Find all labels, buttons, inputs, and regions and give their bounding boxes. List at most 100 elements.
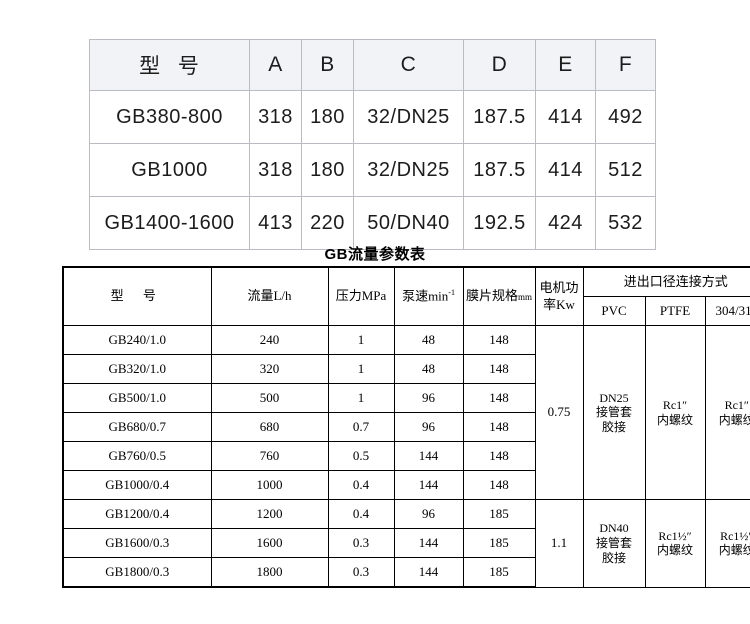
flow-cell-pressure: 1 [327, 354, 395, 384]
flow-cell-motor-power: 0.75 [534, 325, 584, 500]
flow-cell-speed: 144 [393, 557, 464, 588]
dimension-cell-e: 424 [535, 196, 596, 250]
dimension-table-header-row: 型 号 A B C D E F [89, 39, 656, 91]
flow-cell-pvc: DN25 接管套 胶接 [582, 325, 646, 500]
pvc-line-3: 胶接 [602, 419, 627, 434]
ptfe-line-1: Rc1½″ [658, 528, 692, 543]
dimension-cell-f: 532 [595, 196, 656, 250]
pump-speed-exponent: -1 [448, 288, 455, 298]
ss-line-1: Rc1½″ [720, 528, 750, 543]
flow-cell-flow: 1800 [210, 557, 329, 588]
flow-cell-model: GB240/1.0 [61, 325, 212, 355]
flow-cell-pressure: 0.3 [327, 557, 395, 588]
dimension-cell-model: GB380-800 [89, 90, 250, 144]
flow-cell-ss: Rc1″ 内螺纹 [704, 325, 750, 500]
flow-header-row-1: 型 号 流量L/h 压力MPa 泵速min-1 膜片规格mm 电机功率Kw 进出… [61, 266, 750, 326]
flow-cell-model: GB680/0.7 [61, 412, 212, 442]
flow-cell-ptfe: Rc1½″ 内螺纹 [644, 499, 706, 588]
flow-cell-pvc: DN40 接管套 胶接 [582, 499, 646, 588]
flow-header-flow: 流量L/h [210, 266, 329, 326]
flow-cell-speed: 144 [393, 528, 464, 558]
flow-cell-speed: 96 [393, 412, 464, 442]
table-row: GB1000/0.4 1000 0.4 144 148 [61, 470, 750, 500]
flow-cell-diaphragm: 148 [462, 383, 536, 413]
dimension-header-d: D [463, 39, 536, 91]
dimension-cell-b: 220 [301, 196, 354, 250]
dimension-header-b: B [301, 39, 354, 91]
ptfe-line-2: 内螺纹 [657, 412, 694, 427]
flow-cell-flow: 1200 [210, 499, 329, 529]
flow-cell-diaphragm: 185 [462, 499, 536, 529]
flow-cell-pressure: 1 [327, 383, 395, 413]
dimension-cell-d: 192.5 [463, 196, 536, 250]
flow-cell-flow: 320 [210, 354, 329, 384]
dimension-cell-a: 318 [249, 90, 302, 144]
dimension-cell-b: 180 [301, 90, 354, 144]
flow-cell-flow: 500 [210, 383, 329, 413]
table-row: GB500/1.0 500 1 96 148 [61, 383, 750, 413]
pvc-line-1: DN40 [599, 521, 629, 536]
dimension-cell-d: 187.5 [463, 90, 536, 144]
dimension-cell-a: 413 [249, 196, 302, 250]
table-row: GB1600/0.3 1600 0.3 144 185 [61, 528, 750, 558]
flow-cell-pressure: 0.5 [327, 441, 395, 471]
flow-header-connection-group: 进出口径连接方式 [582, 266, 750, 297]
flow-cell-ss: Rc1½″ 内螺纹 [704, 499, 750, 588]
flow-cell-speed: 96 [393, 383, 464, 413]
flow-cell-diaphragm: 148 [462, 470, 536, 500]
flow-header-ss: 304/316 [704, 296, 750, 326]
dimension-header-c: C [353, 39, 464, 91]
dimension-cell-model: GB1000 [89, 143, 250, 197]
flow-cell-diaphragm: 148 [462, 325, 536, 355]
flow-cell-model: GB500/1.0 [61, 383, 212, 413]
table-row: GB1000 318 180 32/DN25 187.5 414 512 [89, 143, 656, 197]
dimension-cell-model: GB1400-1600 [89, 196, 250, 250]
dimension-header-model: 型 号 [89, 39, 250, 91]
gb-flow-parameter-table: 型 号 流量L/h 压力MPa 泵速min-1 膜片规格mm 电机功率Kw 进出… [61, 266, 750, 588]
flow-cell-model: GB1000/0.4 [61, 470, 212, 500]
flow-cell-model: GB1800/0.3 [61, 557, 212, 588]
flow-header-ptfe: PTFE [644, 296, 706, 326]
ss-line-1: Rc1″ [724, 397, 749, 412]
table-row: GB380-800 318 180 32/DN25 187.5 414 492 [89, 90, 656, 144]
pvc-line-3: 胶接 [602, 550, 627, 565]
flow-cell-speed: 144 [393, 441, 464, 471]
flow-cell-speed: 144 [393, 470, 464, 500]
table-row: GB1800/0.3 1800 0.3 144 185 [61, 557, 750, 588]
flow-header-model: 型 号 [61, 266, 212, 326]
dimension-cell-f: 512 [595, 143, 656, 197]
ss-line-2: 内螺纹 [718, 543, 750, 558]
flow-header-motor-power: 电机功率Kw [534, 266, 584, 326]
table-row: GB240/1.0 240 1 48 148 0.75 DN25 接管套 胶接 … [61, 325, 750, 500]
flow-header-pressure: 压力MPa [327, 266, 395, 326]
flow-cell-diaphragm: 185 [462, 528, 536, 558]
dimension-header-f: F [595, 39, 656, 91]
dimension-cell-b: 180 [301, 143, 354, 197]
dimension-cell-e: 414 [535, 90, 596, 144]
ss-line-2: 内螺纹 [718, 412, 750, 427]
flow-cell-ptfe: Rc1″ 内螺纹 [644, 325, 706, 500]
pvc-line-2: 接管套 [596, 535, 633, 550]
diaphragm-label: 膜片规格 [466, 288, 519, 304]
dimension-cell-f: 492 [595, 90, 656, 144]
dimension-header-a: A [249, 39, 302, 91]
flow-header-pvc: PVC [582, 296, 646, 326]
flow-cell-diaphragm: 148 [462, 412, 536, 442]
flow-cell-pressure: 0.4 [327, 499, 395, 529]
dimension-table-container: 型 号 A B C D E F GB380-800 318 180 32/DN2… [89, 39, 656, 250]
flow-cell-model: GB760/0.5 [61, 441, 212, 471]
dimension-cell-d: 187.5 [463, 143, 536, 197]
table-row: GB1200/0.4 1200 0.4 96 185 1.1 DN40 接管套 … [61, 499, 750, 588]
pvc-line-2: 接管套 [596, 405, 633, 420]
flow-header-diaphragm: 膜片规格mm [462, 266, 536, 326]
pump-speed-label: 泵速min [402, 288, 449, 304]
flow-cell-diaphragm: 148 [462, 441, 536, 471]
flow-cell-motor-power: 1.1 [534, 499, 584, 588]
flow-cell-speed: 48 [393, 325, 464, 355]
dimension-cell-a: 318 [249, 143, 302, 197]
flow-cell-model: GB320/1.0 [61, 354, 212, 384]
flow-cell-model: GB1200/0.4 [61, 499, 212, 529]
flow-cell-pressure: 0.7 [327, 412, 395, 442]
dimension-cell-c: 32/DN25 [353, 143, 464, 197]
table-row: GB1400-1600 413 220 50/DN40 192.5 424 53… [89, 196, 656, 250]
